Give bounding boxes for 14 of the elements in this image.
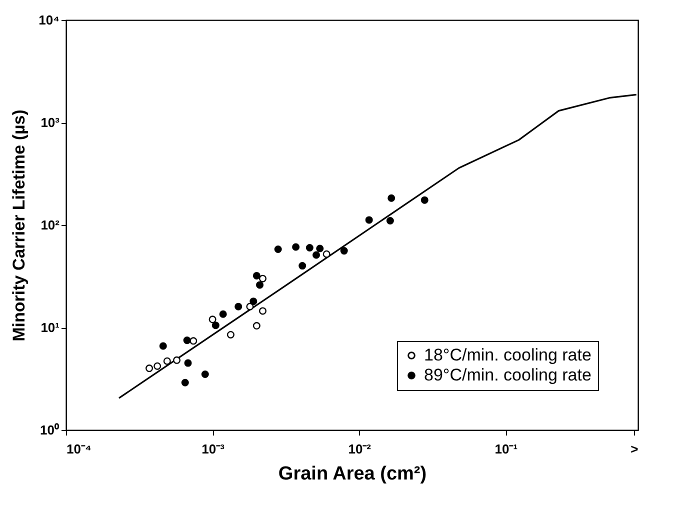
legend-label: 18°C/min. cooling rate [424,346,592,364]
y-tick-label: 10⁴ [38,12,60,28]
x-axis-title: Grain Area (cm²) [278,464,427,484]
x-tick-label: 10⁻² [348,442,372,456]
y-tick-label: 10¹ [40,320,60,335]
y-tick-label: 10³ [40,115,60,130]
legend-label: 89°C/min. cooling rate [424,366,592,384]
y-tick-label: 10⁰ [40,422,60,438]
x-tick-label: 10⁻³ [202,442,226,456]
x-tick-label: > [630,442,639,456]
y-tick-label: 10² [40,218,60,232]
x-tick-label: 10⁻¹ [494,442,518,456]
y-axis-title: Minority Carrier Lifetime (µs) [10,110,29,342]
x-tick-label: 10⁻⁴ [66,442,92,456]
